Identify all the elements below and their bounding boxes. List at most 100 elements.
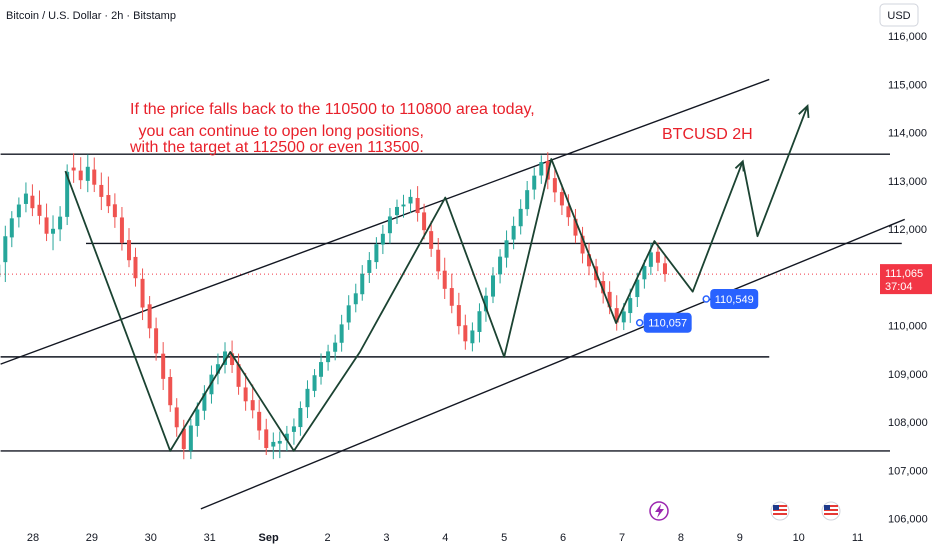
candle xyxy=(16,197,21,228)
candle xyxy=(312,369,317,398)
zigzag-path[interactable] xyxy=(64,105,809,452)
candle-body xyxy=(573,218,578,236)
candle xyxy=(339,314,344,352)
candle xyxy=(333,334,338,361)
tag-box xyxy=(710,289,759,310)
candle xyxy=(78,157,83,190)
candle xyxy=(539,155,544,184)
candle-body xyxy=(312,375,317,391)
candle-body xyxy=(106,195,111,207)
candle-body xyxy=(298,408,303,428)
candle xyxy=(601,271,606,304)
candle xyxy=(264,418,269,456)
time-tick-label: 3 xyxy=(383,532,389,544)
candle-body xyxy=(230,353,235,366)
candle-body xyxy=(223,351,228,365)
candle xyxy=(559,183,564,216)
time-tick-label: 2 xyxy=(324,532,330,544)
candle-body xyxy=(642,266,647,280)
candle-body xyxy=(442,270,447,289)
candle-body xyxy=(85,166,90,181)
candle-body xyxy=(395,206,400,216)
candle xyxy=(119,206,124,251)
price-tick-label: 114,000 xyxy=(888,128,927,140)
candle-body xyxy=(539,162,544,176)
tag-anchor-dot xyxy=(635,318,644,327)
candle xyxy=(449,273,454,314)
candle xyxy=(662,255,667,282)
candle xyxy=(374,237,379,269)
price-tag[interactable]: 110,057 xyxy=(635,312,692,333)
candle-body xyxy=(161,353,166,379)
candle-body xyxy=(92,169,97,185)
time-tick-label: 5 xyxy=(501,532,507,544)
symbol-label: BTCUSD 2H xyxy=(662,126,753,143)
candle xyxy=(112,193,117,228)
price-tick-label: 113,000 xyxy=(888,176,927,188)
time-tick-label: 6 xyxy=(560,532,566,544)
candle xyxy=(395,199,400,225)
price-tick-label: 110,000 xyxy=(888,321,927,333)
currency-button[interactable]: USD xyxy=(879,3,919,27)
candle xyxy=(387,207,392,244)
price-tick-label: 106,000 xyxy=(888,514,928,526)
candle-body xyxy=(174,407,179,428)
current-price-bg xyxy=(880,264,932,295)
price-axis[interactable]: 116,000 115,000 114,000 113,000 112,000 110,0… xyxy=(888,31,928,526)
candle-body xyxy=(277,440,282,444)
candle-body xyxy=(30,195,35,209)
candle-body xyxy=(504,240,509,258)
price-tag[interactable]: 110,549 xyxy=(702,289,759,310)
candle-body xyxy=(436,249,441,272)
time-tick-label: 10 xyxy=(793,532,805,544)
time-tick-label: 9 xyxy=(737,532,743,544)
candle-body xyxy=(566,206,571,218)
tag-anchor-dot xyxy=(702,295,710,303)
candle xyxy=(99,172,104,211)
candle xyxy=(133,247,138,287)
candle-body xyxy=(353,293,358,305)
candle-body xyxy=(257,411,262,431)
candle xyxy=(504,230,509,268)
annotation-line-3: with the target at 112500 or even 113500… xyxy=(129,139,424,156)
candle xyxy=(456,292,461,335)
us-flag-icon[interactable] xyxy=(770,501,790,521)
tag-label: 110,057 xyxy=(648,318,687,330)
candle xyxy=(230,340,235,373)
candle xyxy=(37,190,42,225)
candle-body xyxy=(621,311,626,323)
candle xyxy=(51,215,56,251)
chart-title: Bitcoin / U.S. Dollar · 2h · Bitstamp xyxy=(6,10,176,22)
us-flag-icon[interactable] xyxy=(821,501,841,521)
currency-label: USD xyxy=(887,10,910,22)
candle xyxy=(271,432,276,460)
candle xyxy=(236,353,241,395)
candle-body xyxy=(580,235,585,254)
candle-body xyxy=(168,376,173,406)
time-axis[interactable]: 28 29 30 31 Sep 2 3 4 5 6 7 8 9 10 11 xyxy=(27,532,863,544)
candle xyxy=(223,342,228,374)
trend-line[interactable] xyxy=(0,78,770,365)
candle xyxy=(195,402,200,437)
price-tick-label: 108,000 xyxy=(888,417,928,429)
trend-line[interactable] xyxy=(200,218,905,510)
candle xyxy=(573,208,578,244)
candle-body xyxy=(429,231,434,249)
candle xyxy=(243,372,248,411)
candle-body xyxy=(483,295,488,312)
candle xyxy=(127,228,132,268)
zigzag-layer xyxy=(64,104,810,452)
candle-body xyxy=(333,342,338,352)
candle xyxy=(140,268,145,321)
lightning-icon[interactable] xyxy=(649,501,669,521)
candles-layer xyxy=(0,152,667,460)
candle-body xyxy=(648,252,653,267)
candle-body xyxy=(346,305,351,323)
candle xyxy=(422,203,427,240)
candle-body xyxy=(456,305,461,327)
candle xyxy=(655,242,660,272)
candle-body xyxy=(195,409,200,426)
candle-body xyxy=(71,167,76,171)
